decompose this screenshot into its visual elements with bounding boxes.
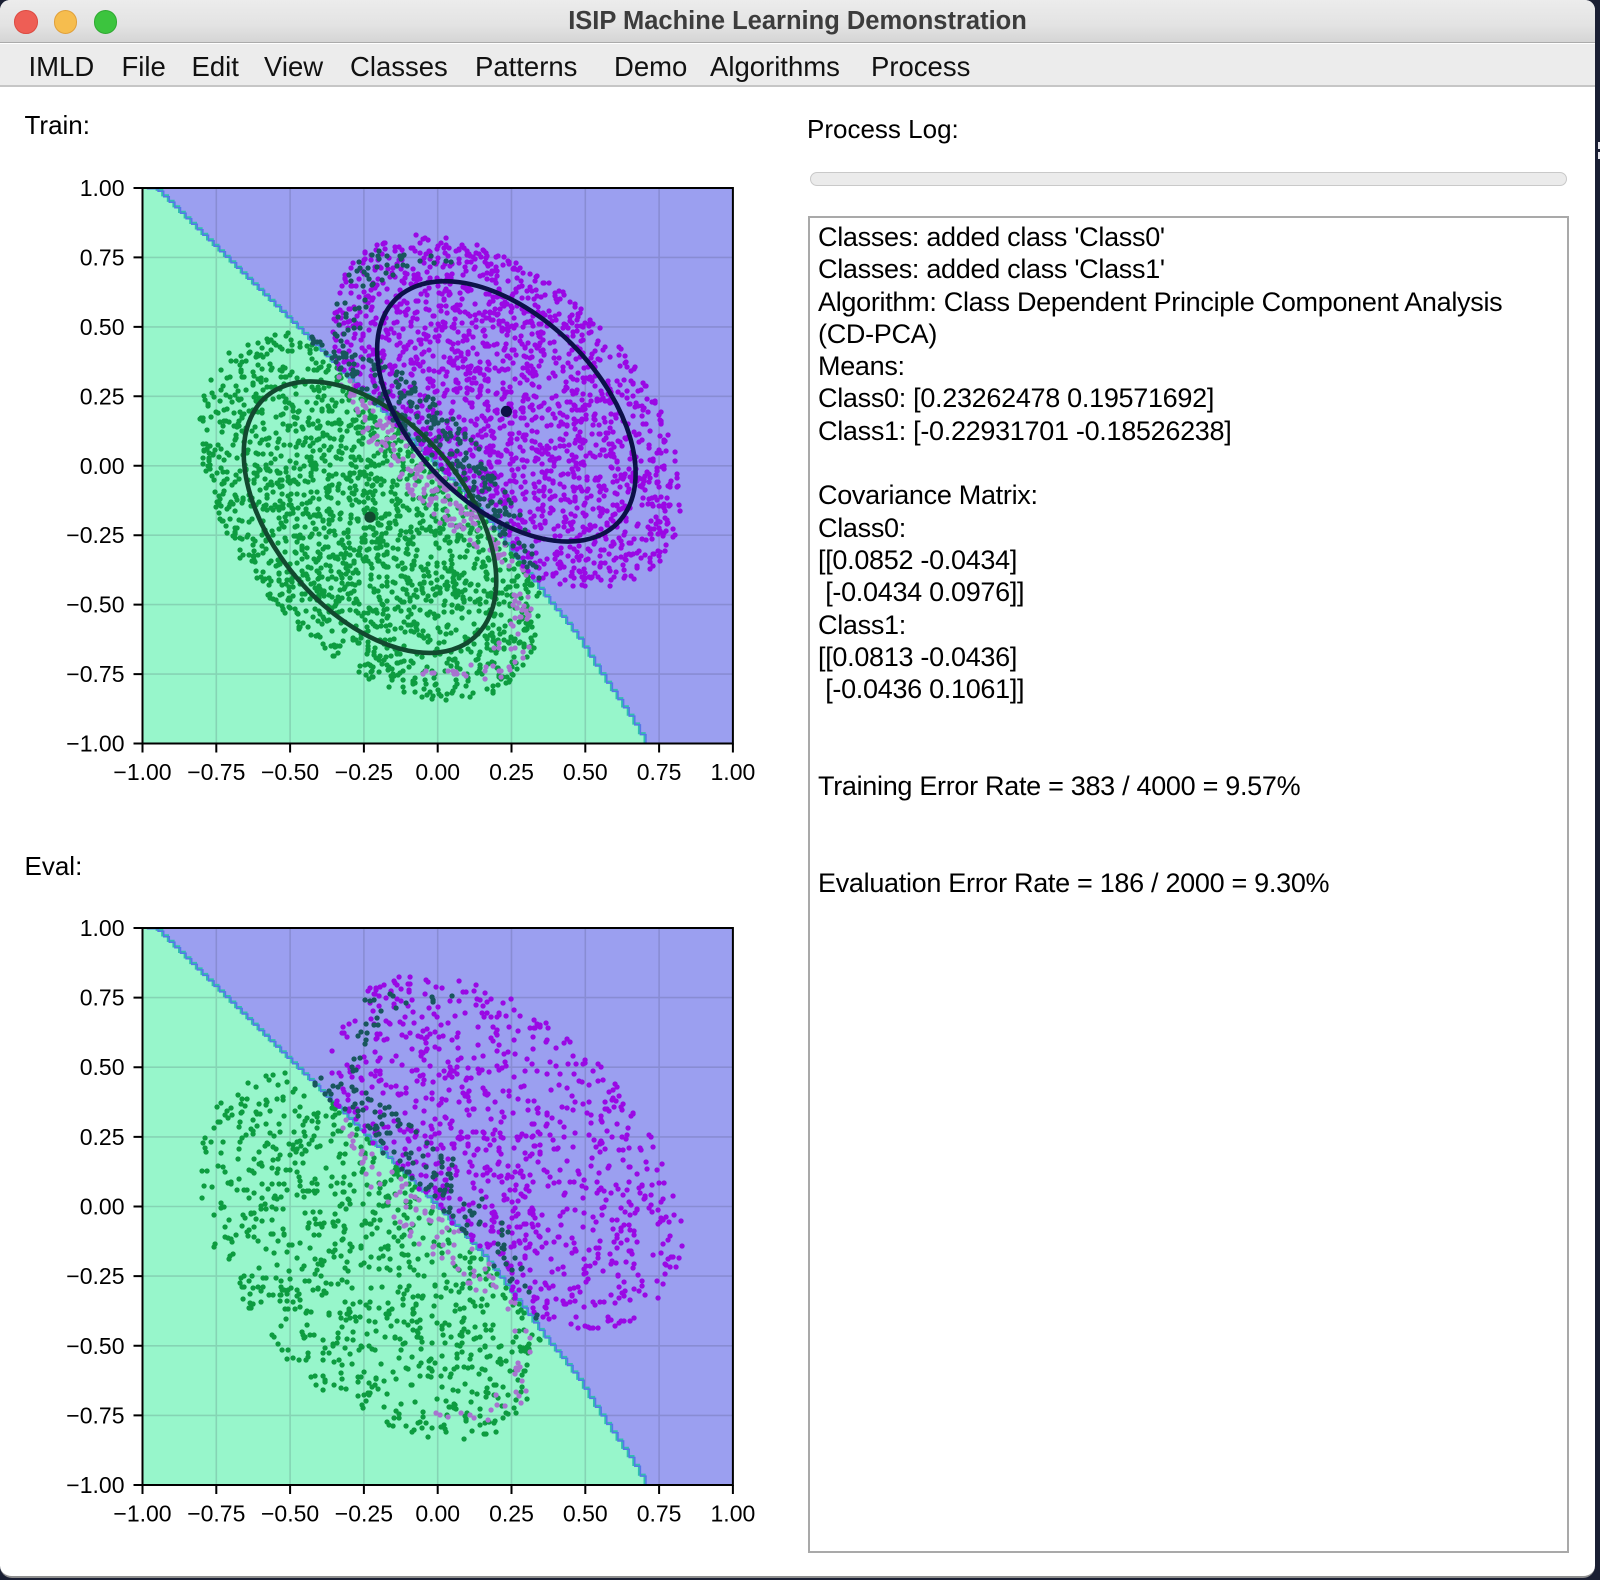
svg-text:0.75: 0.75	[80, 244, 125, 270]
svg-text:0.25: 0.25	[80, 383, 125, 409]
svg-text:0.75: 0.75	[637, 1501, 682, 1527]
svg-text:−0.50: −0.50	[261, 1501, 319, 1527]
svg-text:−0.75: −0.75	[187, 759, 245, 785]
svg-text:−1.00: −1.00	[66, 731, 124, 757]
svg-text:−1.00: −1.00	[113, 1501, 171, 1527]
svg-text:−0.50: −0.50	[261, 759, 319, 785]
svg-text:0.75: 0.75	[637, 759, 682, 785]
svg-text:0.00: 0.00	[415, 1501, 460, 1527]
svg-text:0.50: 0.50	[80, 1054, 125, 1080]
svg-text:−0.25: −0.25	[66, 1263, 124, 1289]
svg-text:0.25: 0.25	[489, 759, 534, 785]
svg-text:−1.00: −1.00	[66, 1472, 124, 1498]
svg-text:1.00: 1.00	[711, 1501, 756, 1527]
svg-text:−0.75: −0.75	[66, 661, 124, 687]
svg-text:−0.25: −0.25	[66, 522, 124, 548]
svg-text:1.00: 1.00	[711, 759, 756, 785]
svg-text:0.50: 0.50	[80, 314, 125, 340]
svg-text:−0.25: −0.25	[335, 759, 393, 785]
svg-text:1.00: 1.00	[80, 175, 125, 201]
svg-text:−0.50: −0.50	[66, 1333, 124, 1359]
svg-text:0.50: 0.50	[563, 759, 608, 785]
svg-text:0.75: 0.75	[80, 985, 125, 1011]
svg-text:0.25: 0.25	[489, 1501, 534, 1527]
svg-text:−0.75: −0.75	[187, 1501, 245, 1527]
svg-text:0.50: 0.50	[563, 1501, 608, 1527]
svg-text:0.25: 0.25	[80, 1124, 125, 1150]
svg-text:−0.25: −0.25	[335, 1501, 393, 1527]
svg-text:−1.00: −1.00	[113, 759, 171, 785]
svg-text:−0.50: −0.50	[66, 592, 124, 618]
svg-text:−0.75: −0.75	[66, 1402, 124, 1428]
svg-text:0.00: 0.00	[80, 1194, 125, 1220]
svg-text:0.00: 0.00	[415, 759, 460, 785]
svg-text:1.00: 1.00	[80, 915, 125, 941]
svg-text:0.00: 0.00	[80, 453, 125, 479]
